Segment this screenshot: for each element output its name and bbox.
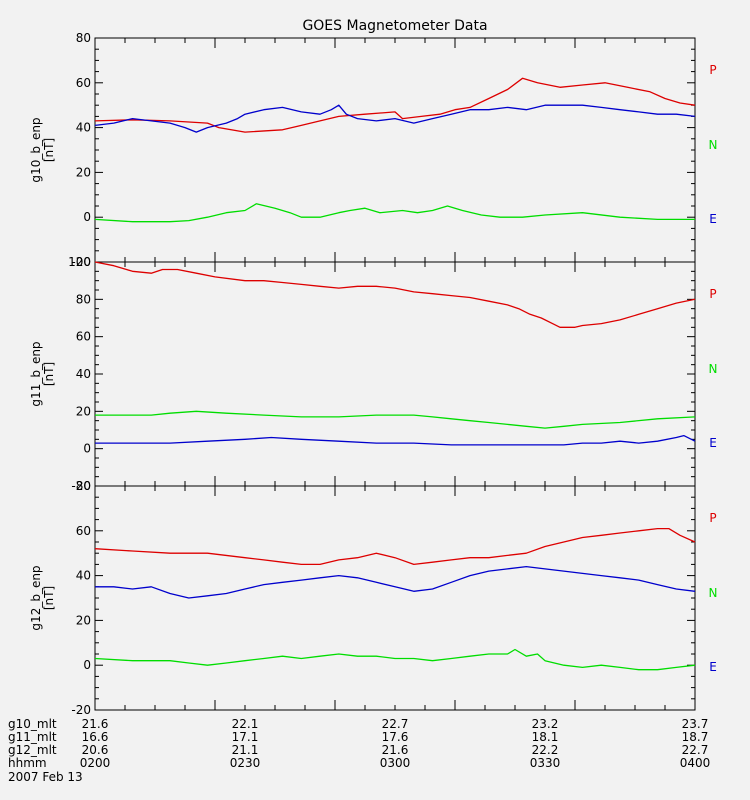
y-tick-label: 60 bbox=[76, 330, 91, 344]
footer-value: 0230 bbox=[230, 756, 261, 770]
y-tick-label: 60 bbox=[76, 524, 91, 538]
legend-p: P bbox=[709, 511, 716, 525]
legend-e: E bbox=[709, 436, 717, 450]
y-tick-label: 40 bbox=[76, 569, 91, 583]
footer-value: 0400 bbox=[680, 756, 711, 770]
y-axis-label: g10_b_enp bbox=[29, 117, 43, 182]
y-tick-label: 0 bbox=[83, 442, 91, 456]
y-tick-label: 100 bbox=[68, 255, 91, 269]
footer-value: 22.7 bbox=[382, 717, 409, 731]
footer-value: 0200 bbox=[80, 756, 111, 770]
legend-n: N bbox=[709, 138, 718, 152]
panel-frame bbox=[94, 261, 696, 487]
y-tick-label: 40 bbox=[76, 121, 91, 135]
panel-frame bbox=[94, 37, 696, 263]
series-line-2 bbox=[94, 648, 696, 671]
y-axis-label: g11_b_enp bbox=[29, 341, 43, 406]
y-tick-label: 40 bbox=[76, 367, 91, 381]
y-tick-label: 0 bbox=[83, 658, 91, 672]
footer-row-label: g10_mlt bbox=[8, 717, 57, 731]
chart-footer: g10_mlt 21.6 22.1 22.7 23.2 23.7 g11_mlt 16.6 17… bbox=[8, 717, 710, 784]
panel-2: -20 0 20 40 60 80 100 g11_b_enp [nT] P N E bbox=[29, 255, 717, 493]
legend-p: P bbox=[709, 63, 716, 77]
y-tick-label: 80 bbox=[76, 479, 91, 493]
legend-e: E bbox=[709, 212, 717, 226]
footer-value: 20.6 bbox=[82, 743, 109, 757]
footer-date: 2007 Feb 13 bbox=[8, 770, 83, 784]
footer-value: 21.1 bbox=[232, 743, 259, 757]
footer-value: 23.2 bbox=[532, 717, 559, 731]
y-tick-label: 20 bbox=[76, 165, 91, 179]
y-tick-label: -20 bbox=[71, 479, 91, 493]
legend-p: P bbox=[709, 287, 716, 301]
footer-value: 22.1 bbox=[232, 717, 259, 731]
y-tick-label: -20 bbox=[71, 255, 91, 269]
series-line-1 bbox=[94, 261, 696, 328]
chart-title: GOES Magnetometer Data bbox=[302, 18, 487, 34]
y-tick-label: 80 bbox=[76, 31, 91, 45]
footer-value: 21.6 bbox=[82, 717, 109, 731]
panel-1: -20 0 20 40 60 80 g10_b_enp [nT] P N E bbox=[29, 31, 717, 269]
legend-n: N bbox=[709, 586, 718, 600]
y-tick-label: 20 bbox=[76, 613, 91, 627]
y-axis-unit: [nT] bbox=[42, 138, 56, 162]
series-line-1 bbox=[94, 77, 696, 133]
footer-value: 18.1 bbox=[532, 730, 559, 744]
series-line-2 bbox=[95, 410, 696, 429]
y-tick-label: 60 bbox=[76, 76, 91, 90]
y-tick-label: 0 bbox=[83, 210, 91, 224]
footer-value: 0300 bbox=[380, 756, 411, 770]
series-line-3 bbox=[95, 565, 696, 599]
footer-value: 22.7 bbox=[682, 743, 709, 757]
footer-value: 18.7 bbox=[682, 730, 709, 744]
footer-value: 17.6 bbox=[382, 730, 409, 744]
legend-n: N bbox=[709, 362, 718, 376]
series-line-1 bbox=[94, 527, 696, 566]
footer-value: 16.6 bbox=[82, 730, 109, 744]
footer-row-label: g12_mlt bbox=[8, 743, 57, 757]
footer-value: 23.7 bbox=[682, 717, 709, 731]
footer-value: 22.2 bbox=[532, 743, 559, 757]
y-tick-label: 80 bbox=[76, 292, 91, 306]
series-line-3 bbox=[94, 104, 696, 133]
y-axis-unit: [nT] bbox=[42, 586, 56, 610]
footer-value: 17.1 bbox=[232, 730, 259, 744]
footer-row-label: hhmm bbox=[8, 756, 47, 770]
series-line-3 bbox=[95, 434, 696, 446]
footer-value: 21.6 bbox=[382, 743, 409, 757]
panel-3: -20 0 20 40 60 80 g12_b_enp [nT] P N E bbox=[29, 479, 717, 717]
panel-frame bbox=[94, 485, 696, 711]
series-line-2 bbox=[94, 203, 695, 223]
y-axis-label: g12_b_enp bbox=[29, 565, 43, 630]
y-axis-unit: [nT] bbox=[42, 362, 56, 386]
footer-value: 0330 bbox=[530, 756, 561, 770]
legend-e: E bbox=[709, 660, 717, 674]
y-tick-label: 20 bbox=[76, 404, 91, 418]
y-tick-label: -20 bbox=[71, 703, 91, 717]
footer-row-label: g11_mlt bbox=[8, 730, 57, 744]
